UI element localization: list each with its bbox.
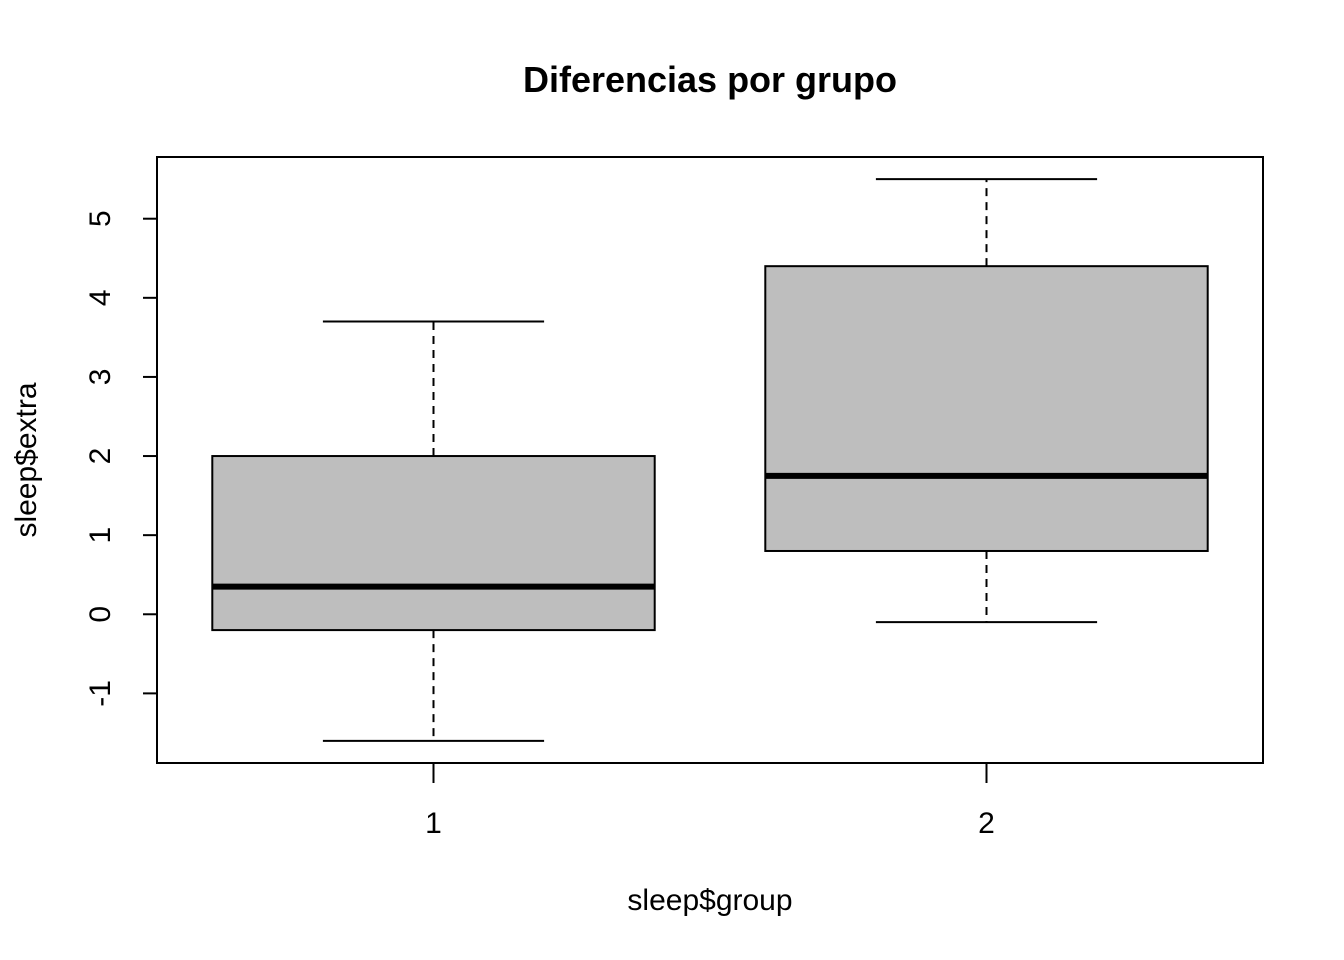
- y-tick-label: 0: [84, 606, 117, 623]
- y-tick-label: 2: [84, 448, 117, 465]
- chart-title: Diferencias por grupo: [523, 59, 897, 100]
- y-axis-label: sleep$extra: [10, 382, 43, 537]
- boxes-group: [211, 178, 1209, 742]
- y-tick-label: 1: [84, 527, 117, 544]
- x-axis-label: sleep$group: [627, 884, 792, 917]
- plot-area-frame: [156, 156, 1264, 764]
- x-tick-label: 1: [425, 807, 442, 840]
- iqr-box: [211, 455, 656, 632]
- y-tick-label: 5: [84, 210, 117, 227]
- box-group-2: [764, 178, 1209, 624]
- y-axis: -1 0 1 2 3 4 5: [84, 210, 157, 707]
- box-group-1: [211, 320, 656, 742]
- x-tick-label: 2: [978, 807, 995, 840]
- y-tick-label: 4: [84, 289, 117, 306]
- y-tick-label: -1: [84, 680, 117, 707]
- iqr-box: [764, 265, 1209, 552]
- y-tick-label: 3: [84, 369, 117, 386]
